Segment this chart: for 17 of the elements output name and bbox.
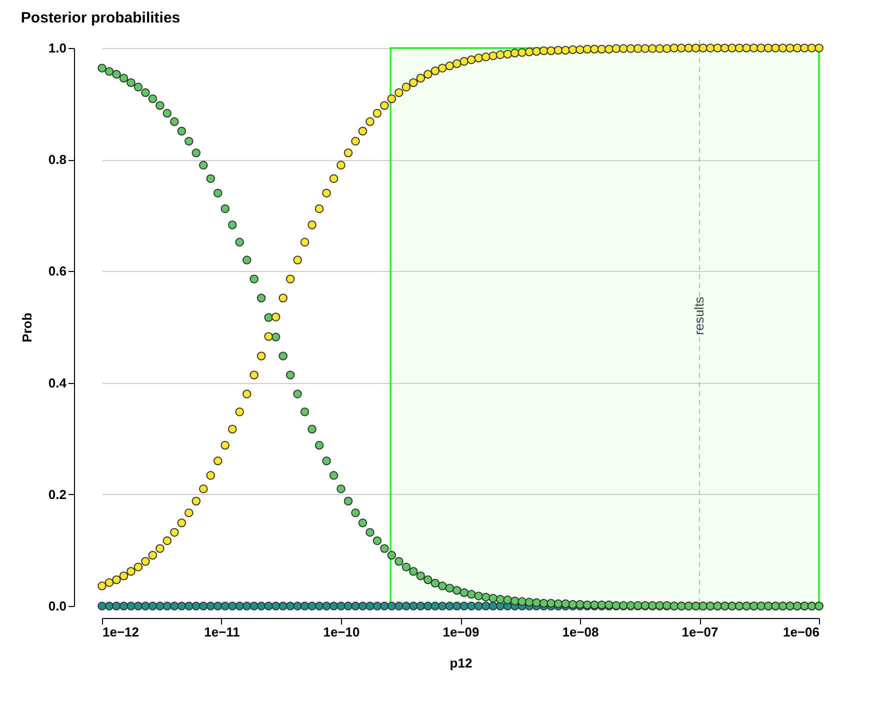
chart-title: Posterior probabilities [20, 10, 180, 26]
x-axis-title: p12 [450, 656, 472, 670]
y-tick-label: 0.6 [48, 264, 66, 279]
y-tick-label: 0.0 [48, 598, 66, 614]
x-tick-label: 1e−08 [562, 624, 599, 640]
x-tick-label: 1e−10 [323, 624, 360, 640]
x-tick-label: 1e−12 [102, 624, 140, 640]
x-tick-label: 1e−06 [782, 624, 820, 640]
x-tick-label: 1e−11 [204, 624, 240, 640]
y-tick-label: 0.4 [48, 375, 68, 390]
x-tick-label: 1e−09 [442, 624, 480, 640]
y-tick-label: 1.0 [48, 40, 66, 56]
ref-line-label: results [692, 296, 706, 335]
y-tick-label: 0.8 [48, 152, 66, 168]
x-tick-label: 1e−07 [682, 624, 718, 640]
y-tick-label: 0.2 [48, 486, 66, 502]
y-axis-title: Prob [19, 312, 34, 342]
